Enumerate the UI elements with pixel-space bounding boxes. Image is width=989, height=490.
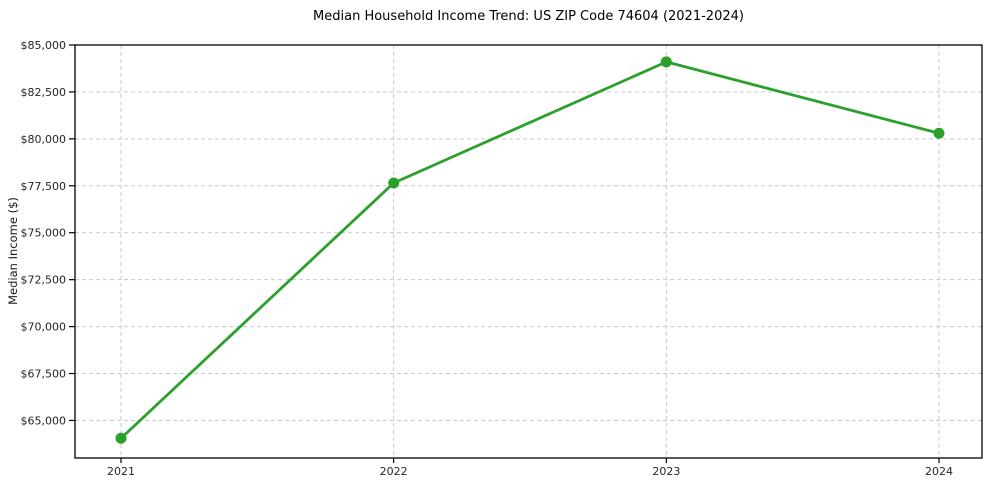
y-tick-label: $85,000 <box>21 39 67 52</box>
y-tick-label: $70,000 <box>21 321 67 334</box>
data-point-marker <box>933 127 945 139</box>
y-tick-label: $67,500 <box>21 368 67 381</box>
y-tick-label: $82,500 <box>21 86 67 99</box>
data-point-marker <box>115 432 127 444</box>
chart-title: Median Household Income Trend: US ZIP Co… <box>313 9 744 24</box>
plot-border <box>74 44 983 459</box>
x-tick-label: 2024 <box>925 465 953 478</box>
y-tick-label: $65,000 <box>21 414 67 427</box>
x-tick-label: 2023 <box>652 465 680 478</box>
y-tick-label: $77,500 <box>21 180 67 193</box>
y-axis-label: Median Income ($) <box>6 197 20 305</box>
trend-line <box>119 60 941 440</box>
y-tick-label: $72,500 <box>21 274 67 287</box>
x-tick-label: 2021 <box>107 465 135 478</box>
x-tick-label: 2022 <box>380 465 408 478</box>
y-tick-label: $75,000 <box>21 227 67 240</box>
y-tick-label: $80,000 <box>21 133 67 146</box>
data-point-marker <box>660 56 672 68</box>
data-point-marker <box>388 177 400 189</box>
